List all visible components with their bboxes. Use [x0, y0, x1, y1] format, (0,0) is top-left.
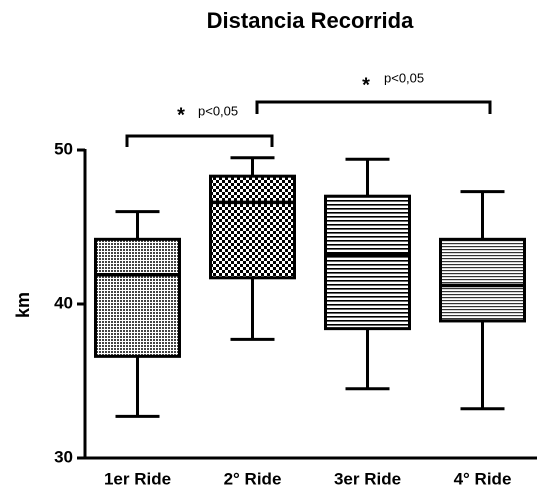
box [209, 174, 296, 280]
chart-title: Distancia Recorrida [207, 8, 414, 33]
x-tick-label: 1er Ride [104, 469, 171, 488]
box [324, 194, 411, 331]
annotation: p<0,05 [198, 103, 238, 118]
annotation-star: * [177, 104, 185, 126]
y-tick-label: 50 [54, 139, 73, 158]
y-tick-label: 40 [54, 293, 73, 312]
box [94, 237, 181, 358]
x-tick-label: 4° Ride [454, 469, 512, 488]
annotation-star: * [362, 74, 370, 96]
y-tick-label: 30 [54, 447, 73, 466]
bracket [255, 100, 492, 114]
box [439, 237, 526, 323]
annotation: p<0,05 [384, 70, 424, 85]
x-tick-label: 3er Ride [334, 469, 401, 488]
y-axis-label: km [13, 292, 33, 318]
x-tick-label: 2° Ride [224, 469, 282, 488]
bracket [125, 134, 274, 147]
